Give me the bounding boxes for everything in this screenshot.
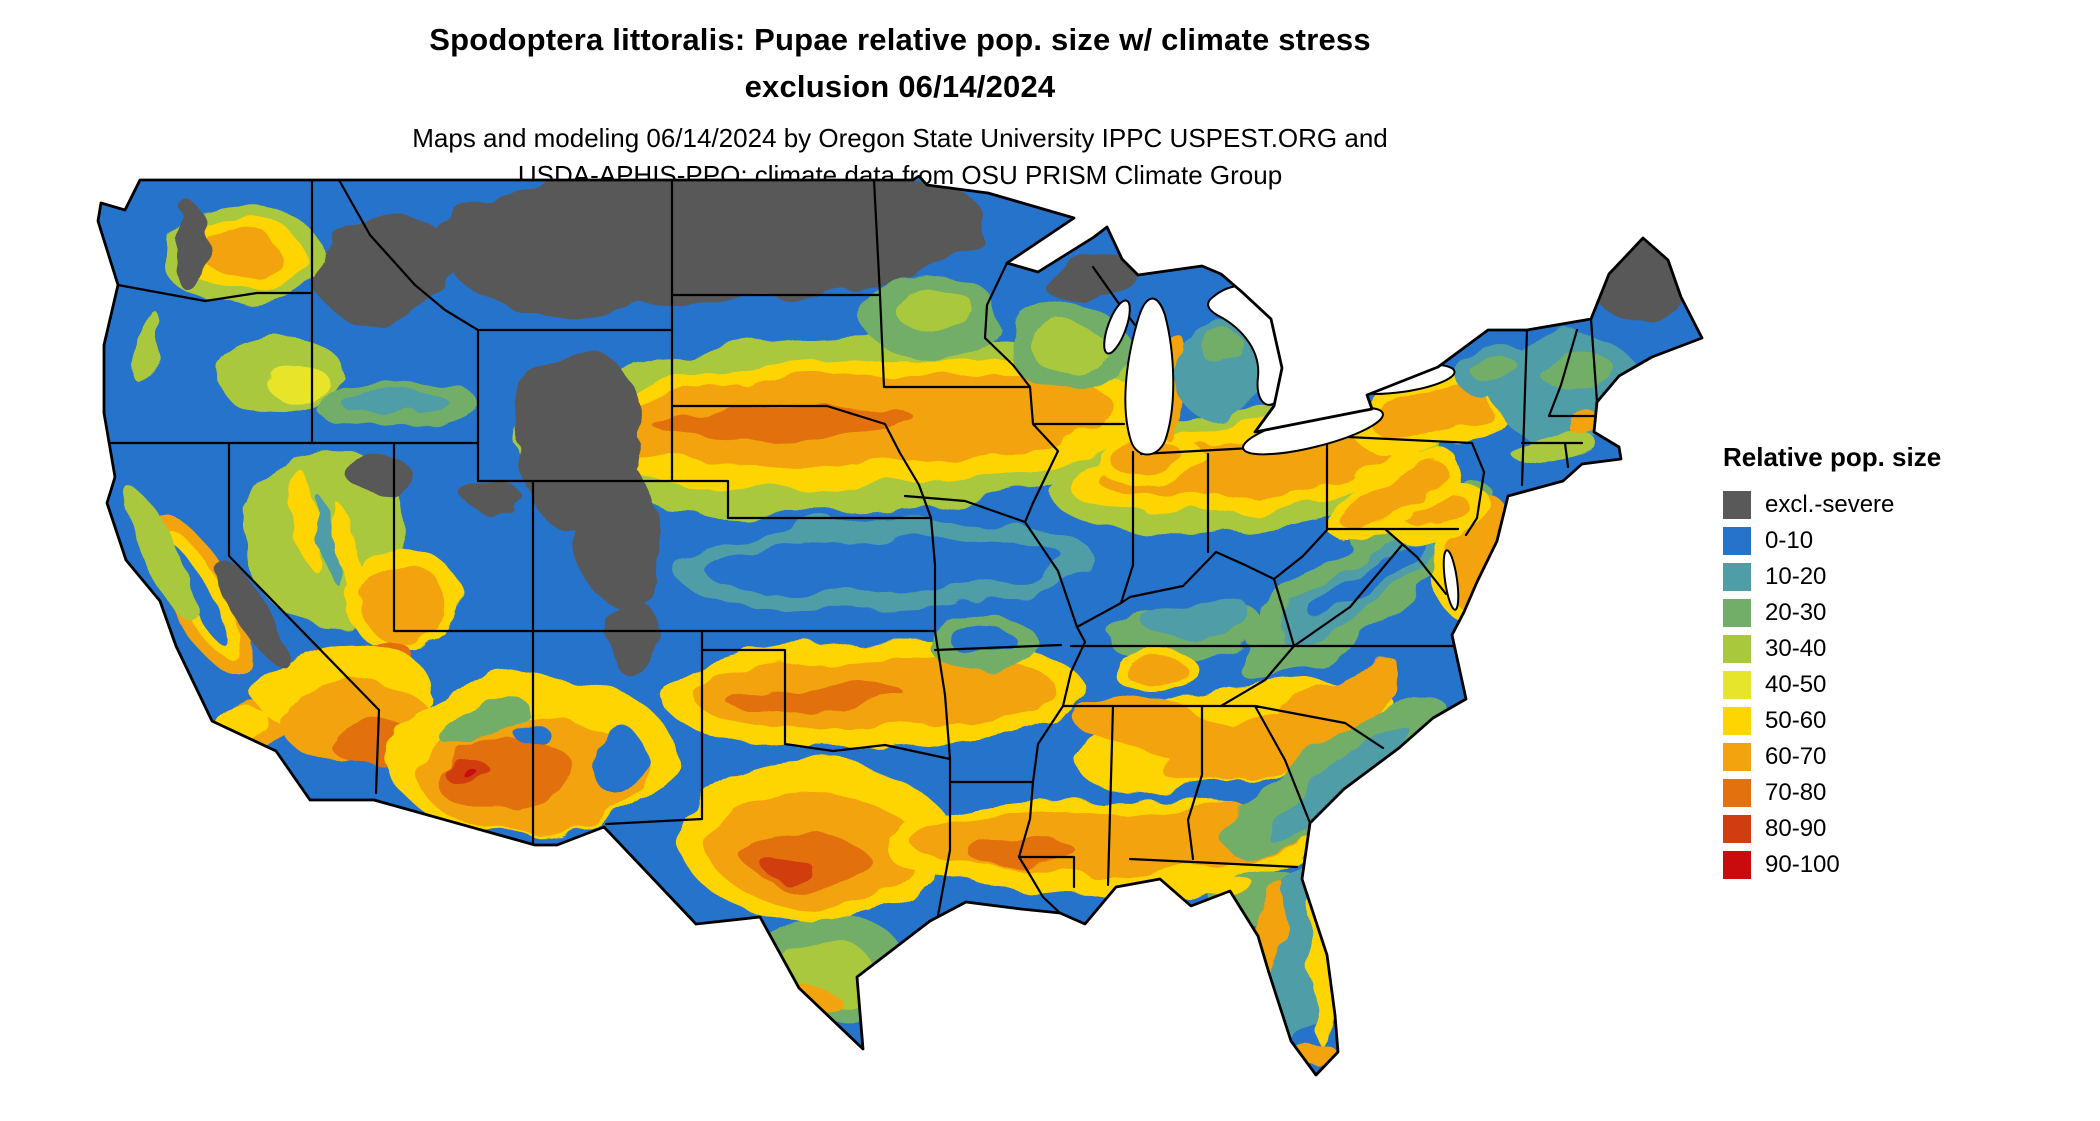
raster-patch xyxy=(127,491,195,619)
raster-patch xyxy=(1341,464,1449,530)
raster-patch xyxy=(1541,347,1613,395)
raster-patch xyxy=(450,199,680,315)
legend-swatch xyxy=(1723,491,1751,519)
legend-label: 80-90 xyxy=(1765,815,1827,842)
raster-patch xyxy=(177,205,209,295)
legend-swatch xyxy=(1723,635,1751,663)
legend-row: 40-50 xyxy=(1723,671,2053,699)
raster-patch xyxy=(1032,323,1108,377)
map-base xyxy=(98,176,1702,1075)
raster-patch xyxy=(345,389,445,417)
raster-patch xyxy=(580,463,660,607)
raster-patch xyxy=(214,556,286,664)
state-borders xyxy=(102,178,1599,923)
legend-row: 90-100 xyxy=(1723,851,2053,879)
legend-swatch xyxy=(1723,707,1751,735)
raster-patch xyxy=(609,597,657,677)
raster-patch xyxy=(350,453,410,497)
legend-swatch xyxy=(1723,671,1751,699)
map-title-line2: exclusion 06/14/2024 xyxy=(744,69,1056,104)
legend-swatch xyxy=(1723,815,1751,843)
raster-patch xyxy=(895,288,975,332)
raster-patch xyxy=(953,627,1017,659)
map-raster xyxy=(127,176,1692,1071)
legend-swatch xyxy=(1723,743,1751,771)
raster-patch xyxy=(1265,730,1415,840)
raster-patch xyxy=(465,481,521,513)
map-title: Spodoptera littoralis: Pupae relative po… xyxy=(85,16,1715,110)
legend-swatch xyxy=(1723,779,1751,807)
legend-label: 60-70 xyxy=(1765,743,1827,770)
raster-patch xyxy=(970,842,1080,868)
legend-label: 40-50 xyxy=(1765,671,1827,698)
legend-row: 80-90 xyxy=(1723,815,2053,843)
legend-label: 10-20 xyxy=(1765,563,1827,590)
legend-label: excl.-severe xyxy=(1765,491,1895,518)
us-map-svg xyxy=(96,174,1704,1077)
raster-patch xyxy=(766,859,814,881)
raster-patch xyxy=(1140,594,1250,636)
legend-swatch xyxy=(1723,563,1751,591)
legend-label: 50-60 xyxy=(1765,707,1827,734)
raster-patch xyxy=(462,769,478,777)
legend-row: 20-30 xyxy=(1723,599,2053,627)
raster-patch xyxy=(1371,384,1489,442)
legend-swatch xyxy=(1723,527,1751,555)
raster-patch xyxy=(705,536,1065,594)
raster-patch xyxy=(360,567,450,643)
legend-label: 90-100 xyxy=(1765,851,1840,878)
state-boundaries-east xyxy=(933,261,1599,915)
raster-patch xyxy=(315,214,455,326)
legend-row: 50-60 xyxy=(1723,707,2053,735)
raster-patch xyxy=(1125,653,1185,687)
us-map xyxy=(85,174,1715,1116)
raster-patch xyxy=(1115,873,1255,897)
legend-label: 20-30 xyxy=(1765,599,1827,626)
map-legend: Relative pop. size excl.-severe 0-10 10-… xyxy=(1723,442,2053,887)
raster-patch xyxy=(1107,439,1183,475)
legend-label: 70-80 xyxy=(1765,779,1827,806)
legend-row: 30-40 xyxy=(1723,635,2053,663)
legend-label: 30-40 xyxy=(1765,635,1827,662)
legend-row: 60-70 xyxy=(1723,743,2053,771)
legend-row: 0-10 xyxy=(1723,527,2053,555)
legend-title: Relative pop. size xyxy=(1723,442,1942,472)
map-title-line1: Spodoptera littoralis: Pupae relative po… xyxy=(429,22,1371,57)
us-outline xyxy=(96,174,1704,1077)
raster-patch xyxy=(268,367,332,403)
raster-patch xyxy=(1469,352,1517,384)
raster-patch xyxy=(1045,257,1145,303)
map-subtitle-line1: Maps and modeling 06/14/2024 by Oregon S… xyxy=(412,123,1388,153)
raster-patch xyxy=(725,682,905,712)
legend-row: 10-20 xyxy=(1723,563,2053,591)
lake-michigan-shape xyxy=(1124,297,1175,456)
chesapeake-bay-shape xyxy=(1442,549,1460,611)
map-subtitle: Maps and modeling 06/14/2024 by Oregon S… xyxy=(85,120,1715,194)
raster-patch xyxy=(1508,432,1598,462)
raster-patch xyxy=(725,176,985,268)
raster-patch xyxy=(135,307,159,387)
state-boundaries-west xyxy=(102,178,1032,923)
raster-patch xyxy=(291,466,323,574)
raster-patch xyxy=(592,724,644,796)
raster-patch xyxy=(747,832,867,888)
raster-patch xyxy=(203,229,279,277)
raster-patch xyxy=(315,495,341,585)
legend-row: excl.-severe xyxy=(1723,491,2053,519)
legend-row: 70-80 xyxy=(1723,779,2053,807)
green-bay-shape xyxy=(1103,299,1131,355)
legend-swatch xyxy=(1723,599,1751,627)
raster-patch xyxy=(1198,327,1242,363)
raster-patch xyxy=(439,700,531,746)
legend-label: 0-10 xyxy=(1765,527,1814,554)
raster-patch xyxy=(1249,659,1401,771)
raster-patch xyxy=(1313,531,1425,621)
legend-swatch xyxy=(1723,851,1751,879)
